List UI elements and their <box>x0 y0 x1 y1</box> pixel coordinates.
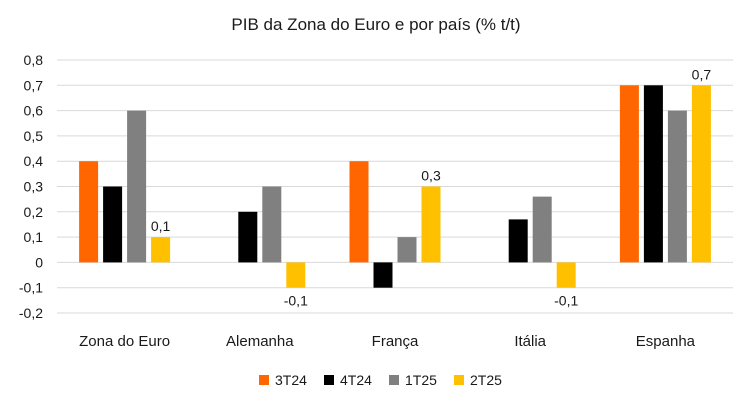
bar-3t24-2 <box>349 161 369 263</box>
bar-1t25-3 <box>532 196 552 263</box>
data-label: 0,3 <box>421 168 441 184</box>
y-tick-label: 0,6 <box>24 103 44 119</box>
bar-4t24-1 <box>238 211 258 263</box>
data-label: -0,1 <box>554 293 578 309</box>
legend-label: 4T24 <box>340 372 372 388</box>
category-label: Itália <box>514 333 546 350</box>
legend-swatch-1t25 <box>389 375 399 385</box>
y-tick-label: 0,5 <box>24 128 44 144</box>
y-tick-label: 0,4 <box>24 153 44 169</box>
bar-2t25-3 <box>556 262 576 288</box>
bar-2t25-2 <box>421 186 441 263</box>
y-tick-label: -0,1 <box>19 280 43 296</box>
y-tick-label: -0,2 <box>19 305 43 321</box>
legend: 3T24 4T24 1T25 2T25 <box>259 372 502 388</box>
chart-title: PIB da Zona do Euro e por país (% t/t) <box>231 15 520 34</box>
category-label: Alemanha <box>226 333 294 350</box>
bar-4t24-0 <box>103 186 123 263</box>
bar-4t24-3 <box>508 219 528 263</box>
bar-1t25-4 <box>667 110 687 263</box>
bar-1t25-0 <box>127 110 147 263</box>
category-label: França <box>372 333 419 350</box>
data-label: -0,1 <box>284 293 308 309</box>
y-tick-label: 0,1 <box>24 229 44 245</box>
category-label: Espanha <box>636 333 696 350</box>
bar-4t24-4 <box>643 85 663 263</box>
bar-4t24-2 <box>373 262 393 288</box>
legend-label: 2T25 <box>470 372 502 388</box>
y-tick-label: 0,3 <box>24 179 44 195</box>
legend-swatch-3t24 <box>259 375 269 385</box>
bar-3t24-4 <box>619 85 639 263</box>
y-tick-label: 0 <box>35 254 43 270</box>
category-label: Zona do Euro <box>79 333 170 350</box>
data-labels: 0,1 -0,1 0,3 -0,1 0,7 <box>151 66 711 308</box>
data-label: 0,1 <box>151 218 171 234</box>
bar-3t24-0 <box>79 161 99 263</box>
bar-2t25-4 <box>691 85 711 263</box>
y-axis-ticks: -0,2 -0,1 0 0,1 0,2 0,3 0,4 0,5 0,6 0,7 0,8 <box>19 52 43 321</box>
y-tick-label: 0,8 <box>24 52 44 68</box>
y-tick-label: 0,7 <box>24 77 44 93</box>
legend-swatch-4t24 <box>324 375 334 385</box>
bar-1t25-1 <box>262 186 282 263</box>
legend-label: 3T24 <box>275 372 307 388</box>
legend-label: 1T25 <box>405 372 437 388</box>
y-tick-label: 0,2 <box>24 204 44 220</box>
data-label: 0,7 <box>692 66 712 82</box>
legend-swatch-2t25 <box>454 375 464 385</box>
bars <box>79 85 711 288</box>
x-axis-categories: Zona do Euro Alemanha França Itália Espanha <box>79 333 696 350</box>
bar-2t25-1 <box>286 262 306 288</box>
bar-1t25-2 <box>397 237 417 263</box>
bar-2t25-0 <box>151 237 171 263</box>
